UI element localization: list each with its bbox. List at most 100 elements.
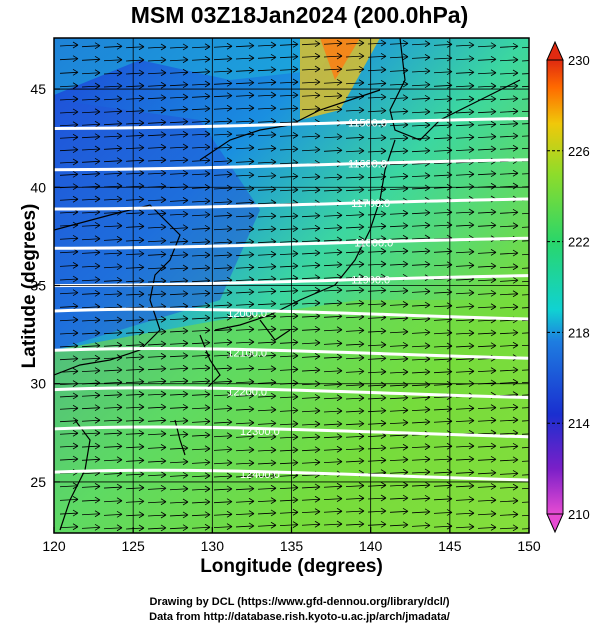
wind-arrow (235, 91, 255, 99)
wind-arrow (257, 433, 277, 441)
wind-arrow (147, 457, 167, 465)
chart-title: MSM 03Z18Jan2024 (200.0hPa) (130, 2, 469, 28)
wind-arrow (169, 290, 189, 298)
wind-arrow (257, 406, 277, 414)
wind-arrow (81, 55, 101, 63)
wind-arrow (191, 238, 211, 246)
wind-arrow (499, 222, 519, 230)
wind-arrow (147, 444, 167, 451)
wind-arrow (477, 208, 497, 216)
wind-arrow (59, 262, 79, 269)
wind-arrow (103, 95, 123, 103)
wind-arrow (477, 262, 497, 270)
contour-label: 11800.0 (354, 237, 393, 249)
wind-arrow (477, 108, 497, 116)
wind-arrow (389, 328, 409, 336)
wind-arrow (103, 195, 123, 203)
wind-arrow (521, 369, 529, 371)
wind-arrow (411, 40, 431, 48)
wind-arrow (257, 185, 277, 193)
wind-arrow (411, 508, 431, 516)
wind-arrow (235, 42, 255, 50)
wind-arrow (521, 110, 529, 113)
credit-data-source: Data from http://database.rish.kyoto-u.a… (149, 611, 450, 623)
wind-arrow (499, 69, 519, 77)
wind-arrow (499, 341, 519, 349)
wind-arrow (125, 169, 145, 177)
wind-arrow (411, 221, 431, 229)
wind-arrow (323, 507, 343, 515)
wind-arrow (455, 221, 475, 229)
wind-arrow (521, 474, 529, 476)
wind-arrow (411, 455, 431, 463)
wind-arrow (521, 381, 529, 384)
wind-arrow (235, 263, 255, 271)
wind-arrow (279, 338, 299, 346)
wind-arrow (147, 524, 167, 532)
wind-arrow (279, 484, 299, 491)
wind-arrow (301, 40, 321, 48)
wind-arrow (345, 52, 365, 60)
y-tick-label: 45 (30, 81, 46, 97)
wind-arrow (323, 39, 343, 47)
wind-arrow (279, 65, 299, 73)
plot-area: 11500.011600.011700.011800.011900.012000… (54, 38, 529, 533)
wind-arrow (191, 523, 211, 531)
wind-arrow (59, 404, 79, 412)
wind-arrow (257, 338, 277, 346)
wind-arrow (147, 94, 167, 102)
wind-arrow (147, 416, 167, 424)
wind-arrow (169, 156, 189, 164)
wind-arrow (213, 198, 233, 206)
wind-arrow (521, 394, 529, 396)
wind-arrow (411, 381, 431, 389)
wind-arrow (147, 196, 167, 204)
wind-arrow (169, 68, 189, 76)
wind-arrow (147, 210, 167, 217)
wind-arrow (191, 289, 211, 297)
wind-arrow (411, 522, 431, 529)
wind-arrow (323, 340, 343, 347)
wind-arrow (323, 482, 343, 490)
wind-arrow (169, 251, 189, 259)
wind-arrow (257, 131, 277, 139)
wind-arrow (59, 316, 79, 324)
wind-arrow (213, 485, 233, 493)
wind-arrow (125, 107, 145, 115)
wind-arrow (521, 46, 529, 49)
wind-arrow (59, 392, 79, 400)
wind-arrow (59, 496, 79, 503)
colorbar-bottom-arrow (546, 513, 564, 534)
wind-arrow (521, 433, 529, 435)
wind-arrow (411, 108, 431, 116)
wind-arrow (301, 52, 321, 60)
wind-arrow (499, 497, 519, 505)
wind-arrow (301, 407, 321, 415)
wind-arrow (213, 418, 233, 426)
wind-arrow (279, 225, 299, 233)
wind-arrow (257, 419, 277, 427)
wind-arrow (301, 433, 321, 441)
wind-arrow (103, 82, 123, 90)
wind-arrow (125, 156, 145, 164)
wind-arrow (257, 104, 277, 112)
wind-arrow (323, 286, 343, 294)
wind-arrow (235, 472, 255, 480)
wind-arrow (147, 471, 167, 479)
wind-arrow (169, 458, 189, 466)
wind-arrow (191, 431, 211, 439)
wind-arrow (323, 520, 343, 528)
wind-arrow (125, 209, 145, 217)
wind-arrow (59, 133, 79, 141)
wind-arrow (345, 65, 365, 73)
wind-arrow (103, 144, 123, 152)
hot-patch (320, 38, 360, 80)
wind-arrow (125, 56, 145, 64)
wind-arrow (323, 353, 343, 361)
wind-arrow (81, 69, 101, 77)
wind-arrow (125, 524, 145, 532)
wind-arrow (389, 94, 409, 102)
wind-arrow (191, 211, 211, 219)
wind-arrow (125, 236, 145, 244)
wind-arrow (521, 135, 529, 137)
